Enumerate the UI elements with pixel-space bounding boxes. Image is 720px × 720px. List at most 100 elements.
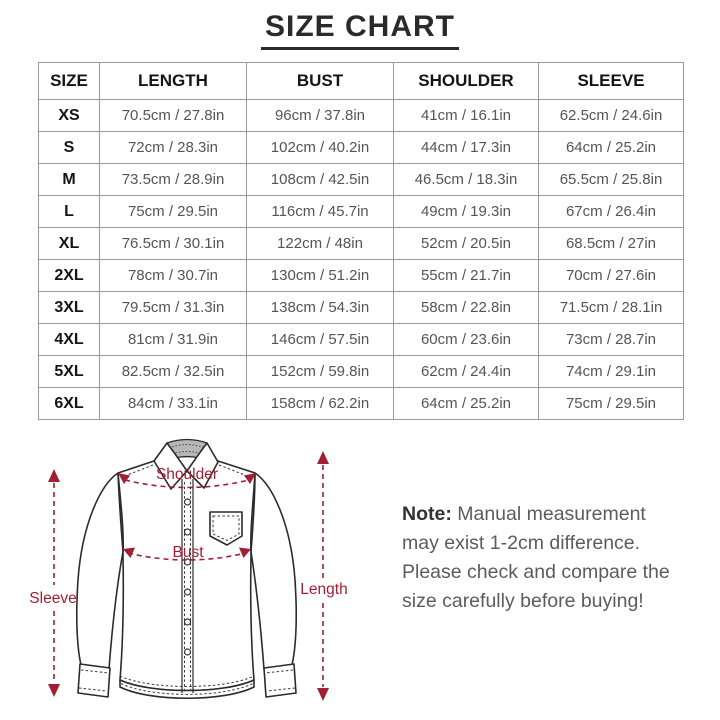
right-cuff bbox=[263, 663, 297, 698]
chest-pocket-stitch bbox=[212, 515, 240, 542]
length-cell: 78cm / 30.7in bbox=[99, 259, 247, 292]
title-wrap: SIZE CHART bbox=[0, 10, 720, 50]
sleeve-measure-label: Sleeve bbox=[29, 590, 76, 607]
table-row: 5XL 82.5cm / 32.5in 152cm / 59.8in 62cm … bbox=[38, 355, 684, 388]
sleeve-cell: 75cm / 29.5in bbox=[538, 387, 684, 420]
note-label: Note: bbox=[402, 503, 452, 525]
arrowhead-icon bbox=[317, 688, 329, 701]
left-cuff bbox=[77, 663, 111, 698]
shoulder-cell: 52cm / 20.5in bbox=[393, 227, 539, 260]
note-text: Manual measurement may exist 1-2cm diffe… bbox=[402, 503, 670, 612]
bust-cell: 146cm / 57.5in bbox=[246, 323, 394, 356]
sleeve-cell: 71.5cm / 28.1in bbox=[538, 291, 684, 324]
length-cell: 73.5cm / 28.9in bbox=[99, 163, 247, 196]
arrowhead-icon bbox=[317, 451, 329, 464]
left-sleeve bbox=[75, 472, 124, 670]
length-cell: 70.5cm / 27.8in bbox=[99, 99, 247, 132]
bust-cell: 158cm / 62.2in bbox=[246, 387, 394, 420]
sleeve-cell: 67cm / 26.4in bbox=[538, 195, 684, 228]
arrowhead-icon bbox=[123, 547, 135, 558]
shoulder-measure-label: Shoulder bbox=[156, 466, 218, 483]
right-collar-flap bbox=[186, 442, 219, 489]
length-cell: 84cm / 33.1in bbox=[99, 387, 247, 420]
button-icon bbox=[183, 528, 192, 536]
table-row: S 72cm / 28.3in 102cm / 40.2in 44cm / 17… bbox=[38, 131, 684, 164]
size-cell: 6XL bbox=[38, 387, 100, 420]
sleeve-cell: 74cm / 29.1in bbox=[538, 355, 684, 388]
table-row: 2XL 78cm / 30.7in 130cm / 51.2in 55cm / … bbox=[38, 259, 684, 292]
size-cell: 2XL bbox=[38, 259, 100, 292]
table-row: 3XL 79.5cm / 31.3in 138cm / 54.3in 58cm … bbox=[38, 291, 684, 324]
sleeve-cell: 62.5cm / 24.6in bbox=[538, 99, 684, 132]
shoulder-cell: 64cm / 25.2in bbox=[393, 387, 539, 420]
shoulder-cell: 44cm / 17.3in bbox=[393, 131, 539, 164]
length-measure-label: Length bbox=[300, 581, 347, 598]
shoulder-cell: 46.5cm / 18.3in bbox=[393, 163, 539, 196]
hem-stitch-lower bbox=[120, 683, 254, 695]
table-row: L 75cm / 29.5in 116cm / 45.7in 49cm / 19… bbox=[38, 195, 684, 228]
length-cell: 81cm / 31.9in bbox=[99, 323, 247, 356]
sleeve-cell: 65.5cm / 25.8in bbox=[538, 163, 684, 196]
sleeve-cell: 73cm / 28.7in bbox=[538, 323, 684, 356]
col-header-shoulder: SHOULDER bbox=[393, 62, 539, 100]
bust-arrow bbox=[123, 547, 251, 561]
size-cell: 5XL bbox=[38, 355, 100, 388]
button-icon bbox=[183, 648, 192, 656]
button-icon bbox=[183, 498, 192, 506]
col-header-bust: BUST bbox=[246, 62, 394, 100]
shoulder-arrow bbox=[118, 473, 256, 489]
left-collar-flap bbox=[153, 442, 188, 490]
bust-cell: 122cm / 48in bbox=[246, 227, 394, 260]
shoulder-cell: 49cm / 19.3in bbox=[393, 195, 539, 228]
length-cell: 72cm / 28.3in bbox=[99, 131, 247, 164]
size-cell: XL bbox=[38, 227, 100, 260]
button-icon bbox=[183, 588, 192, 596]
table-row: M 73.5cm / 28.9in 108cm / 42.5in 46.5cm … bbox=[38, 163, 684, 196]
table-row: XL 76.5cm / 30.1in 122cm / 48in 52cm / 2… bbox=[38, 227, 684, 260]
shoulder-cell: 55cm / 21.7in bbox=[393, 259, 539, 292]
arrowhead-icon bbox=[48, 684, 60, 697]
sleeve-cell: 64cm / 25.2in bbox=[538, 131, 684, 164]
size-cell: L bbox=[38, 195, 100, 228]
length-cell: 76.5cm / 30.1in bbox=[99, 227, 247, 260]
hem-band bbox=[119, 679, 255, 700]
shoulder-cell: 60cm / 23.6in bbox=[393, 323, 539, 356]
arrowhead-icon bbox=[118, 473, 130, 484]
left-shoulder-seam bbox=[121, 464, 154, 478]
shirt-illustration: Shoulder Bust Sleeve Length bbox=[29, 438, 348, 701]
table-row: XS 70.5cm / 27.8in 96cm / 37.8in 41cm / … bbox=[38, 99, 684, 132]
bust-cell: 138cm / 54.3in bbox=[246, 291, 394, 324]
size-table: SIZE LENGTH BUST SHOULDER SLEEVE XS 70.5… bbox=[38, 62, 684, 420]
size-cell: M bbox=[38, 163, 100, 196]
bust-cell: 130cm / 51.2in bbox=[246, 259, 394, 292]
arrowhead-icon bbox=[239, 547, 251, 558]
length-cell: 75cm / 29.5in bbox=[99, 195, 247, 228]
sleeve-cell: 68.5cm / 27in bbox=[538, 227, 684, 260]
table-row: 4XL 81cm / 31.9in 146cm / 57.5in 60cm / … bbox=[38, 323, 684, 356]
hem-stitch-upper bbox=[119, 675, 255, 687]
shoulder-cell: 58cm / 22.8in bbox=[393, 291, 539, 324]
size-cell: 4XL bbox=[38, 323, 100, 356]
bust-cell: 108cm / 42.5in bbox=[246, 163, 394, 196]
sleeve-cell: 70cm / 27.6in bbox=[538, 259, 684, 292]
bust-cell: 102cm / 40.2in bbox=[246, 131, 394, 164]
sleeve-arrow bbox=[48, 469, 60, 697]
size-cell: 3XL bbox=[38, 291, 100, 324]
col-header-sleeve: SLEEVE bbox=[538, 62, 684, 100]
arrowhead-icon bbox=[48, 469, 60, 482]
button-icon bbox=[183, 618, 192, 626]
collar-band-hatch bbox=[168, 444, 206, 449]
right-shoulder-seam bbox=[218, 464, 251, 478]
bust-cell: 116cm / 45.7in bbox=[246, 195, 394, 228]
bust-cell: 152cm / 59.8in bbox=[246, 355, 394, 388]
size-cell: XS bbox=[38, 99, 100, 132]
buttons bbox=[183, 498, 192, 656]
shirt-measurement-diagram: Shoulder Bust Sleeve Length bbox=[20, 430, 360, 720]
col-header-length: LENGTH bbox=[99, 62, 247, 100]
shoulder-cell: 41cm / 16.1in bbox=[393, 99, 539, 132]
bust-measure-label: Bust bbox=[172, 544, 204, 561]
arrowhead-icon bbox=[244, 473, 256, 484]
length-cell: 82.5cm / 32.5in bbox=[99, 355, 247, 388]
collar-band-hatch bbox=[168, 451, 206, 456]
shoulder-cell: 62cm / 24.4in bbox=[393, 355, 539, 388]
